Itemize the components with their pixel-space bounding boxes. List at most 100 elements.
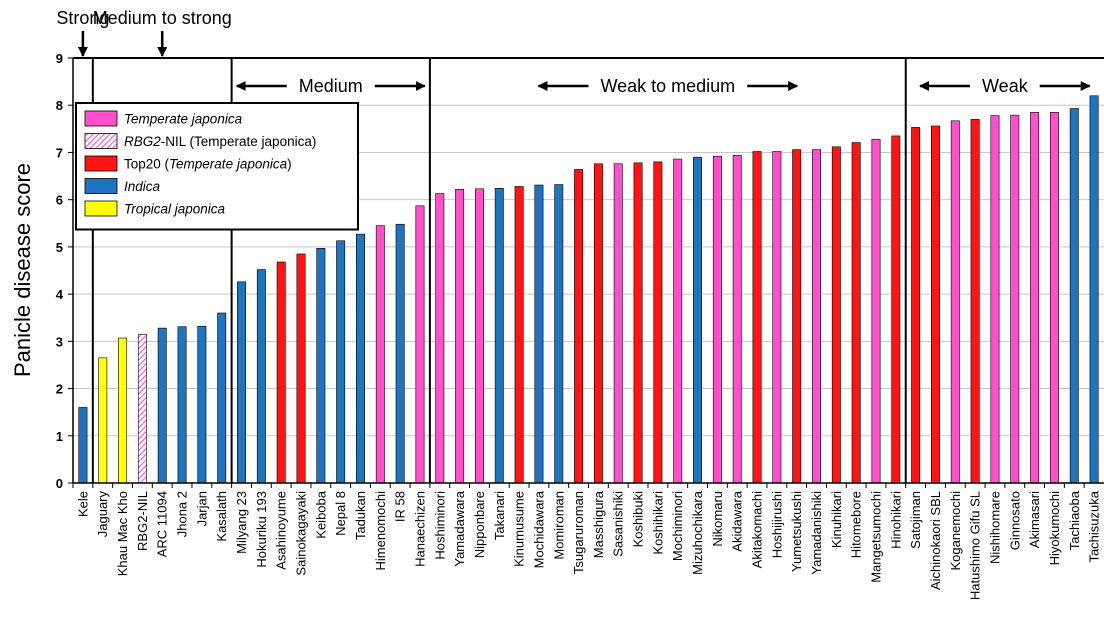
bar: [78, 407, 88, 484]
bar: [950, 120, 960, 484]
bar: [237, 281, 246, 484]
x-tick-label: Akidawara: [730, 490, 745, 551]
axes: 0 1 2 3 4 5 6 7 8 9 Kele Jaguary Khau Mac Kho RBG2-NI…: [56, 51, 1104, 600]
x-tick-label: RBG2-NIL: [135, 491, 150, 551]
bar: [831, 146, 841, 484]
annotation-label: Medium: [299, 76, 363, 96]
x-tick-label: Hatushimo Gifu SL: [968, 491, 983, 600]
y-tick-label: 9: [56, 51, 63, 66]
x-tick-label: Kasalath: [214, 491, 229, 542]
bar: [494, 188, 504, 484]
y-tick-label: 4: [56, 287, 64, 302]
x-tick-label: Hoshiminori: [432, 491, 447, 560]
bar: [673, 158, 683, 484]
x-tick-label: Aichinokaori SBL: [928, 491, 943, 590]
bar: [812, 149, 821, 484]
legend-swatch: [84, 155, 118, 172]
y-tick-label: 5: [56, 240, 63, 255]
legend-swatch: [84, 178, 118, 194]
bar: [98, 357, 108, 484]
legend-label: RBG2-NIL (Temperate japonica): [124, 134, 316, 149]
bar: [256, 269, 266, 484]
y-tick-label: 7: [56, 145, 63, 160]
x-tick-label: Keiboba: [313, 490, 328, 538]
x-tick-label: Nipponbare: [472, 491, 487, 558]
bar: [276, 261, 286, 484]
bar: [1049, 112, 1059, 484]
x-tick-label: Hokuriku 193: [254, 491, 269, 568]
bar: [931, 125, 940, 484]
x-tick-label: Yamadanishiki: [809, 491, 824, 575]
y-tick-label: 3: [56, 334, 63, 349]
bar: [970, 119, 980, 484]
x-tick-label: Jhona 2: [175, 491, 190, 537]
x-tick-label: Milyang 23: [234, 491, 249, 554]
x-tick-label: Nishihomare: [987, 491, 1002, 564]
bar: [137, 333, 147, 484]
bar: [1010, 114, 1020, 484]
x-tick-label: Jaguary: [95, 491, 110, 538]
annotation-label: Strong: [56, 8, 109, 28]
x-tick-label: Mochidawara: [531, 490, 546, 568]
x-tick-label: IR 58: [393, 491, 408, 522]
annotation-label: Weak to medium: [600, 76, 735, 96]
legend-label: Indica: [124, 179, 161, 194]
legend: Temperate japonica RBG2-NIL (Temperate ja…: [75, 102, 359, 231]
x-tick-label: Asahinoyume: [274, 491, 289, 570]
y-tick-label: 0: [56, 476, 63, 491]
x-tick-label: Tsugaruroman: [571, 491, 586, 574]
x-tick-label: Takanari: [492, 491, 507, 540]
bar: [851, 142, 861, 484]
x-tick-label: Nikomaru: [710, 491, 725, 547]
bar: [871, 138, 881, 484]
bar: [911, 127, 921, 484]
annotation-label: Weak: [982, 76, 1029, 96]
x-tick-label: Koshibuki: [631, 491, 646, 547]
legend-label: Tropical japonica: [124, 202, 226, 217]
bar: [1030, 112, 1040, 484]
x-tick-label: Sasanishiki: [611, 491, 626, 557]
x-tick-label: Himenomochi: [373, 491, 388, 571]
legend-swatch: [84, 133, 118, 149]
x-tick-label: Mizuhochikara: [690, 490, 705, 575]
bar: [534, 184, 544, 484]
x-tick-label: ARC 11094: [155, 491, 170, 557]
x-tick-label: Sainokagayaki: [294, 491, 309, 576]
bar: [752, 151, 762, 484]
bar: [455, 188, 465, 484]
x-tick-label: Tadukan: [353, 491, 368, 540]
legend-label: Top20 (Temperate japonica): [124, 157, 292, 172]
x-tick-label: Satojiman: [908, 491, 923, 549]
bars: [78, 95, 1099, 484]
legend-box: [75, 102, 359, 231]
x-tick-label: Kinumusume: [512, 491, 527, 567]
bar: [772, 151, 782, 484]
bar: [395, 223, 405, 484]
x-tick-label: Hanaechizen: [412, 491, 427, 567]
x-tick-label: Nepal 8: [333, 491, 348, 536]
bar: [415, 205, 425, 484]
x-tick-label: Masshigura: [591, 490, 606, 558]
y-axis-label: Panicle disease score: [10, 163, 35, 377]
x-tick-label: Hoshijirushi: [769, 491, 784, 558]
y-tick-label: 2: [56, 382, 63, 397]
bar: [177, 326, 187, 484]
bar: [197, 325, 207, 484]
bar: [474, 188, 484, 484]
x-tick-label: Momiroman: [551, 491, 566, 560]
bar: [316, 248, 326, 484]
bar: [693, 156, 703, 484]
x-tick-label: Mochiminori: [670, 491, 685, 561]
bar: [732, 154, 742, 484]
x-tick-label: Akitakomachi: [750, 491, 765, 568]
x-tick-label: Hiyokumochi: [1047, 491, 1062, 566]
bar: [157, 327, 167, 484]
x-tick-label: Kinuhikari: [829, 491, 844, 548]
bar: [356, 233, 365, 484]
y-tick-label: 8: [56, 98, 63, 113]
legend-swatch: [84, 200, 118, 217]
x-tick-label: Akimasari: [1027, 491, 1042, 548]
bar: [375, 225, 385, 484]
